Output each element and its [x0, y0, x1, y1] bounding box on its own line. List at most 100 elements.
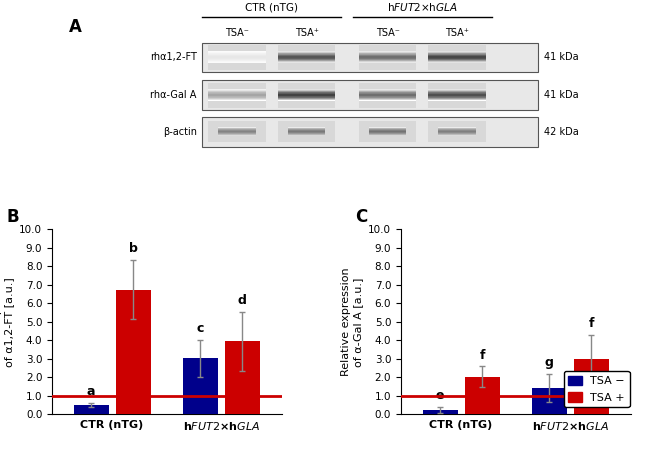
Bar — [369, 132, 406, 133]
Bar — [116, 290, 151, 414]
Bar — [183, 358, 218, 414]
Y-axis label: Relative expression
of α-Gal A [a.u.]: Relative expression of α-Gal A [a.u.] — [341, 268, 363, 376]
Text: rhα-Gal A: rhα-Gal A — [150, 90, 196, 100]
Bar — [428, 51, 486, 52]
Bar — [369, 131, 406, 132]
Bar — [369, 130, 406, 131]
Bar — [438, 133, 476, 134]
Bar — [208, 59, 266, 60]
Bar — [218, 135, 256, 136]
Bar — [288, 129, 326, 130]
Bar — [278, 54, 335, 55]
Bar — [218, 127, 256, 128]
Bar — [278, 54, 335, 55]
Bar — [428, 91, 486, 92]
Bar — [428, 55, 486, 56]
Bar — [278, 89, 335, 90]
Bar — [369, 127, 406, 128]
Bar — [359, 99, 417, 100]
Bar — [369, 136, 406, 137]
Bar — [369, 133, 406, 134]
Bar — [359, 45, 417, 70]
Bar — [278, 91, 335, 92]
Bar — [218, 131, 256, 132]
Bar — [359, 60, 417, 61]
Bar — [208, 54, 266, 55]
Bar — [278, 100, 335, 101]
Bar — [428, 89, 486, 90]
Bar — [359, 94, 417, 95]
Bar — [359, 82, 417, 108]
Bar — [369, 131, 406, 132]
Bar — [218, 133, 256, 134]
Bar — [428, 53, 486, 54]
Bar — [359, 53, 417, 54]
Bar — [428, 95, 486, 96]
Bar — [359, 56, 417, 57]
Bar — [438, 127, 476, 128]
Bar — [208, 98, 266, 99]
Bar — [208, 82, 266, 108]
Bar — [359, 96, 417, 97]
Bar — [208, 122, 266, 142]
Bar — [278, 91, 335, 92]
Bar — [359, 98, 417, 99]
Bar — [438, 134, 476, 135]
Bar — [288, 129, 326, 130]
Text: 41 kDa: 41 kDa — [543, 90, 578, 100]
Bar — [218, 135, 256, 136]
Bar — [428, 98, 486, 99]
Bar — [359, 99, 417, 100]
Bar — [359, 59, 417, 60]
Bar — [278, 60, 335, 61]
Bar — [359, 91, 417, 92]
Bar — [359, 62, 417, 63]
Bar — [208, 58, 266, 59]
Bar — [428, 96, 486, 97]
Bar — [288, 134, 326, 135]
Bar — [208, 53, 266, 54]
Bar — [278, 93, 335, 94]
Bar — [278, 96, 335, 97]
Bar — [359, 54, 417, 55]
Bar — [359, 122, 417, 142]
Bar — [428, 122, 486, 142]
Bar — [574, 359, 609, 414]
Bar — [278, 51, 335, 52]
Bar — [278, 52, 335, 53]
Bar — [428, 60, 486, 61]
Bar — [369, 129, 406, 130]
Bar — [208, 55, 266, 56]
Text: TSA⁻: TSA⁻ — [376, 28, 400, 38]
Bar — [208, 90, 266, 91]
Bar — [438, 132, 476, 133]
Bar — [359, 91, 417, 92]
Bar — [208, 54, 266, 55]
Text: 42 kDa: 42 kDa — [543, 127, 578, 137]
Bar — [288, 130, 326, 131]
Bar — [278, 82, 335, 108]
Bar — [288, 133, 326, 134]
Bar — [428, 97, 486, 98]
Bar — [359, 61, 417, 62]
Bar — [218, 134, 256, 135]
Bar — [202, 117, 538, 146]
Bar — [278, 99, 335, 100]
Bar — [438, 134, 476, 135]
Bar — [278, 94, 335, 95]
Bar — [428, 62, 486, 63]
Bar — [428, 99, 486, 100]
Bar — [428, 61, 486, 62]
Bar — [428, 94, 486, 95]
Y-axis label: Relative expression
of α1,2-FT [a.u.]: Relative expression of α1,2-FT [a.u.] — [0, 268, 14, 376]
Bar — [359, 100, 417, 101]
Text: A: A — [70, 18, 83, 36]
Bar — [288, 130, 326, 131]
Bar — [428, 98, 486, 99]
Bar — [438, 129, 476, 130]
Bar — [208, 92, 266, 93]
Bar — [359, 58, 417, 59]
Bar — [369, 127, 406, 128]
Bar — [428, 58, 486, 59]
Bar — [208, 56, 266, 57]
